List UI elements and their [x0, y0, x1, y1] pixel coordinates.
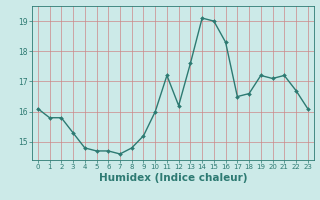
X-axis label: Humidex (Indice chaleur): Humidex (Indice chaleur)	[99, 173, 247, 183]
